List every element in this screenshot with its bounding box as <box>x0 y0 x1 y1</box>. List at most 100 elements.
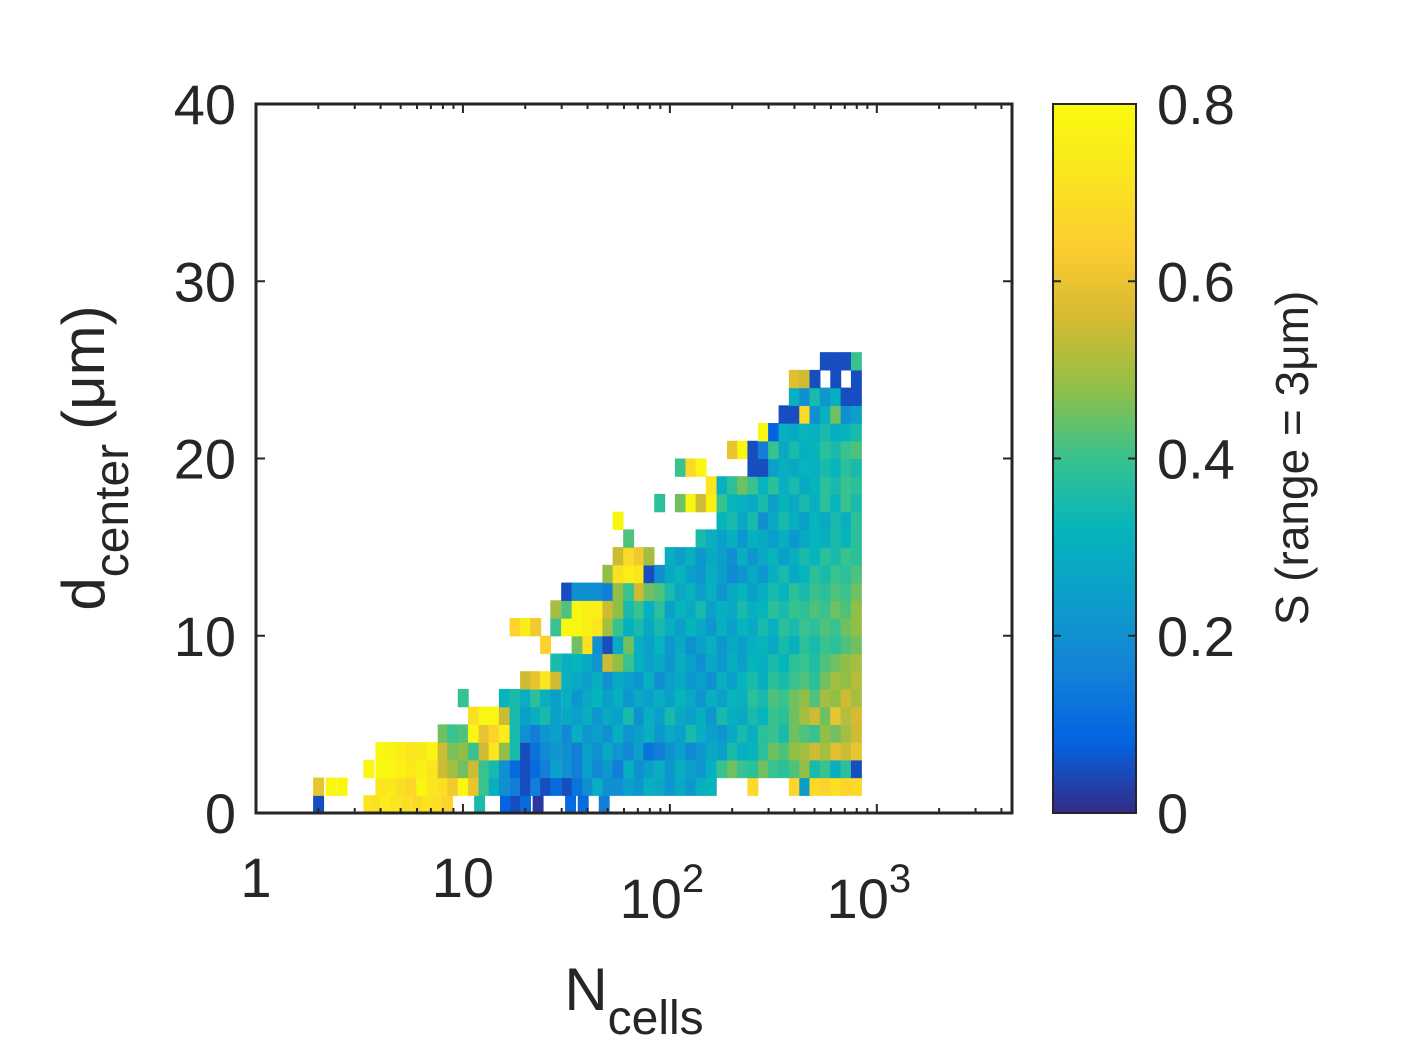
heatmap-cell <box>643 724 655 743</box>
heatmap-cell <box>592 777 604 796</box>
heatmap-cell <box>788 724 800 743</box>
heatmap-cell <box>633 582 645 601</box>
heatmap-cell <box>421 795 433 814</box>
heatmap-cell <box>737 511 749 530</box>
heatmap-cell <box>582 653 594 672</box>
heatmap-cell <box>809 653 821 672</box>
colorbar <box>1052 103 1137 814</box>
heatmap-cell <box>705 671 717 690</box>
heatmap-cell <box>799 405 811 424</box>
heatmap-cell <box>778 582 790 601</box>
heatmap-cell <box>850 706 862 725</box>
heatmap-cell <box>830 618 842 637</box>
heatmap-cell <box>550 688 562 708</box>
y-tick-labels: 0 10 20 30 40 <box>174 73 236 845</box>
heatmap-cell <box>778 635 790 655</box>
heatmap-cell <box>799 706 811 725</box>
heatmap-cell <box>685 777 697 796</box>
heatmap-cell <box>664 547 676 566</box>
x-tick-label: 102 <box>620 857 705 930</box>
heatmap-cell <box>850 653 862 672</box>
heatmap-cell <box>623 706 635 725</box>
heatmap-cell <box>561 582 573 601</box>
heatmap-cell <box>850 724 862 743</box>
heatmap-cell <box>705 653 717 672</box>
heatmap-cell <box>850 493 862 513</box>
heatmap-cell <box>674 564 686 584</box>
heatmap-cell <box>830 724 842 743</box>
heatmap-cell <box>363 795 375 814</box>
heatmap-cell <box>840 688 852 708</box>
heatmap-cell <box>530 618 542 637</box>
heatmap-cell <box>850 529 862 548</box>
heatmap-cell <box>623 600 635 619</box>
heatmap-cell <box>716 476 728 495</box>
heatmap-cell <box>850 352 862 371</box>
x-tick-exponent: 3 <box>889 857 911 901</box>
heatmap-cell <box>716 742 728 761</box>
heatmap-cell <box>840 529 852 548</box>
heatmap-cell <box>592 671 604 690</box>
y-axis-label-main: d <box>50 577 117 610</box>
heatmap-cell <box>799 653 811 672</box>
heatmap-cell <box>768 653 780 672</box>
heatmap-cell <box>747 564 759 584</box>
heatmap-cell <box>654 671 666 690</box>
heatmap-cell <box>727 759 738 779</box>
heatmap-cell <box>850 600 862 619</box>
heatmap-cell <box>705 724 717 743</box>
heatmap-cell <box>850 759 862 779</box>
heatmap-cell <box>799 564 811 584</box>
heatmap-cell <box>830 582 842 601</box>
heatmap-cell <box>830 440 842 460</box>
heatmap-cell <box>643 777 655 796</box>
heatmap-cell <box>716 688 728 708</box>
heatmap-cell <box>674 688 686 708</box>
heatmap-cell <box>830 458 842 477</box>
heatmap-cell <box>819 352 831 371</box>
heatmap-cell <box>643 671 655 690</box>
heatmap-cell <box>716 724 728 743</box>
heatmap-cell <box>592 618 604 637</box>
heatmap-cell <box>416 742 428 761</box>
heatmap-cell <box>788 635 800 655</box>
heatmap-cell <box>799 369 811 389</box>
heatmap-cell <box>447 759 459 779</box>
heatmap-cell <box>757 547 769 566</box>
heatmap-cell <box>674 458 686 477</box>
heatmap-cell <box>612 653 624 672</box>
heatmap-cell <box>426 742 438 761</box>
heatmap-cell <box>809 724 821 743</box>
heatmap-cell <box>530 671 542 690</box>
heatmap-cell <box>498 742 510 761</box>
heatmap-cell <box>654 618 666 637</box>
heatmap-cell <box>664 759 676 779</box>
heatmap-cell <box>623 724 635 743</box>
heatmap-cell <box>643 547 655 566</box>
heatmap-cell <box>685 618 697 637</box>
heatmap-cell <box>727 476 738 495</box>
heatmap-cell <box>612 742 624 761</box>
heatmap-cell <box>602 724 614 743</box>
heatmap-cell <box>819 706 831 725</box>
heatmap-cell <box>799 547 811 566</box>
x-tick-label: 10 <box>432 846 494 909</box>
heatmap-cell <box>500 795 511 814</box>
heatmap-cell <box>778 600 790 619</box>
x-axis-label: Ncells <box>564 956 703 1045</box>
heatmap-cell <box>788 529 800 548</box>
heatmap-cell <box>788 564 800 584</box>
heatmap-cell <box>386 777 397 796</box>
heatmap-cell <box>695 564 707 584</box>
heatmap-cell <box>643 635 655 655</box>
heatmap-cell <box>768 423 780 442</box>
heatmap-cell <box>623 529 635 548</box>
heatmap-cell <box>550 777 562 796</box>
heatmap-cell <box>467 706 479 725</box>
heatmap-cell <box>612 564 624 584</box>
heatmap-cell <box>840 476 852 495</box>
heatmap-cell <box>788 582 800 601</box>
heatmap-cell <box>757 706 769 725</box>
heatmap-cell <box>788 688 800 708</box>
